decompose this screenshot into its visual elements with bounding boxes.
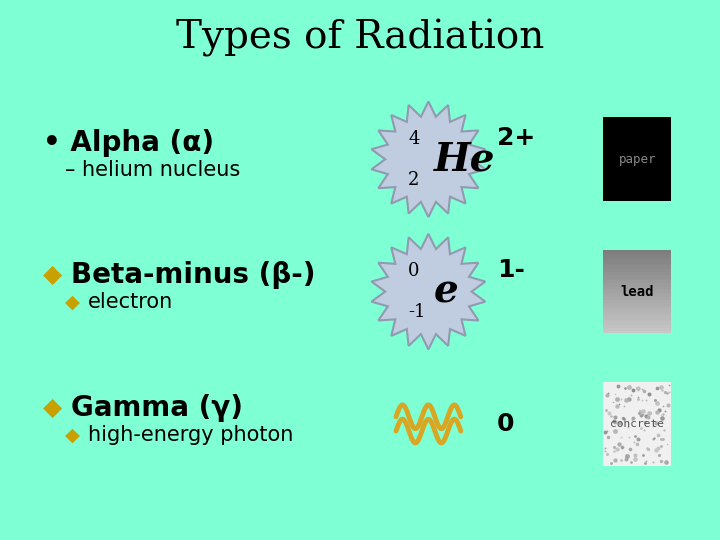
- Text: concrete: concrete: [611, 419, 665, 429]
- Bar: [603, 297, 671, 300]
- Bar: [603, 325, 671, 328]
- Bar: [603, 292, 671, 294]
- Bar: [603, 314, 671, 316]
- Bar: [603, 311, 671, 314]
- Text: electron: electron: [88, 292, 173, 313]
- Bar: [603, 249, 671, 253]
- Text: 4: 4: [408, 130, 420, 148]
- Text: e: e: [434, 273, 459, 310]
- Bar: [603, 316, 671, 320]
- Text: ◆: ◆: [65, 425, 80, 444]
- Text: high-energy photon: high-energy photon: [88, 424, 293, 445]
- Bar: [603, 286, 671, 289]
- Bar: [603, 258, 671, 261]
- Text: Gamma (γ): Gamma (γ): [71, 394, 243, 422]
- Bar: [603, 255, 671, 258]
- Text: Beta-minus (β-): Beta-minus (β-): [71, 261, 315, 289]
- Text: 0: 0: [497, 412, 514, 436]
- Bar: [603, 300, 671, 303]
- Text: paper: paper: [618, 153, 656, 166]
- Bar: [603, 330, 671, 333]
- Bar: [603, 294, 671, 297]
- Bar: [603, 322, 671, 325]
- Bar: [603, 308, 671, 311]
- Bar: [603, 289, 671, 292]
- Text: 0: 0: [408, 262, 420, 280]
- Bar: [603, 264, 671, 267]
- Text: -1: -1: [408, 303, 426, 321]
- Bar: [603, 303, 671, 306]
- Text: 1-: 1-: [497, 258, 525, 282]
- Polygon shape: [372, 102, 485, 217]
- Text: 2+: 2+: [497, 126, 535, 150]
- Text: Types of Radiation: Types of Radiation: [176, 19, 544, 57]
- Bar: [603, 382, 671, 465]
- Bar: [603, 306, 671, 308]
- Bar: [603, 253, 671, 255]
- Text: 2: 2: [408, 171, 420, 189]
- Text: ◆: ◆: [43, 396, 63, 420]
- Bar: [603, 328, 671, 330]
- Bar: [603, 266, 671, 269]
- Bar: [603, 272, 671, 275]
- Text: ◆: ◆: [43, 264, 63, 287]
- Text: – helium nucleus: – helium nucleus: [65, 160, 240, 180]
- Bar: [603, 118, 671, 201]
- Bar: [603, 283, 671, 286]
- Text: lead: lead: [621, 285, 654, 299]
- Polygon shape: [372, 234, 485, 349]
- Bar: [603, 261, 671, 264]
- Text: • Alpha (α): • Alpha (α): [43, 129, 215, 157]
- Bar: [603, 278, 671, 280]
- Bar: [603, 275, 671, 278]
- Text: He: He: [434, 140, 495, 178]
- Text: ◆: ◆: [65, 293, 80, 312]
- Bar: [603, 280, 671, 283]
- Bar: [603, 320, 671, 322]
- Bar: [603, 269, 671, 272]
